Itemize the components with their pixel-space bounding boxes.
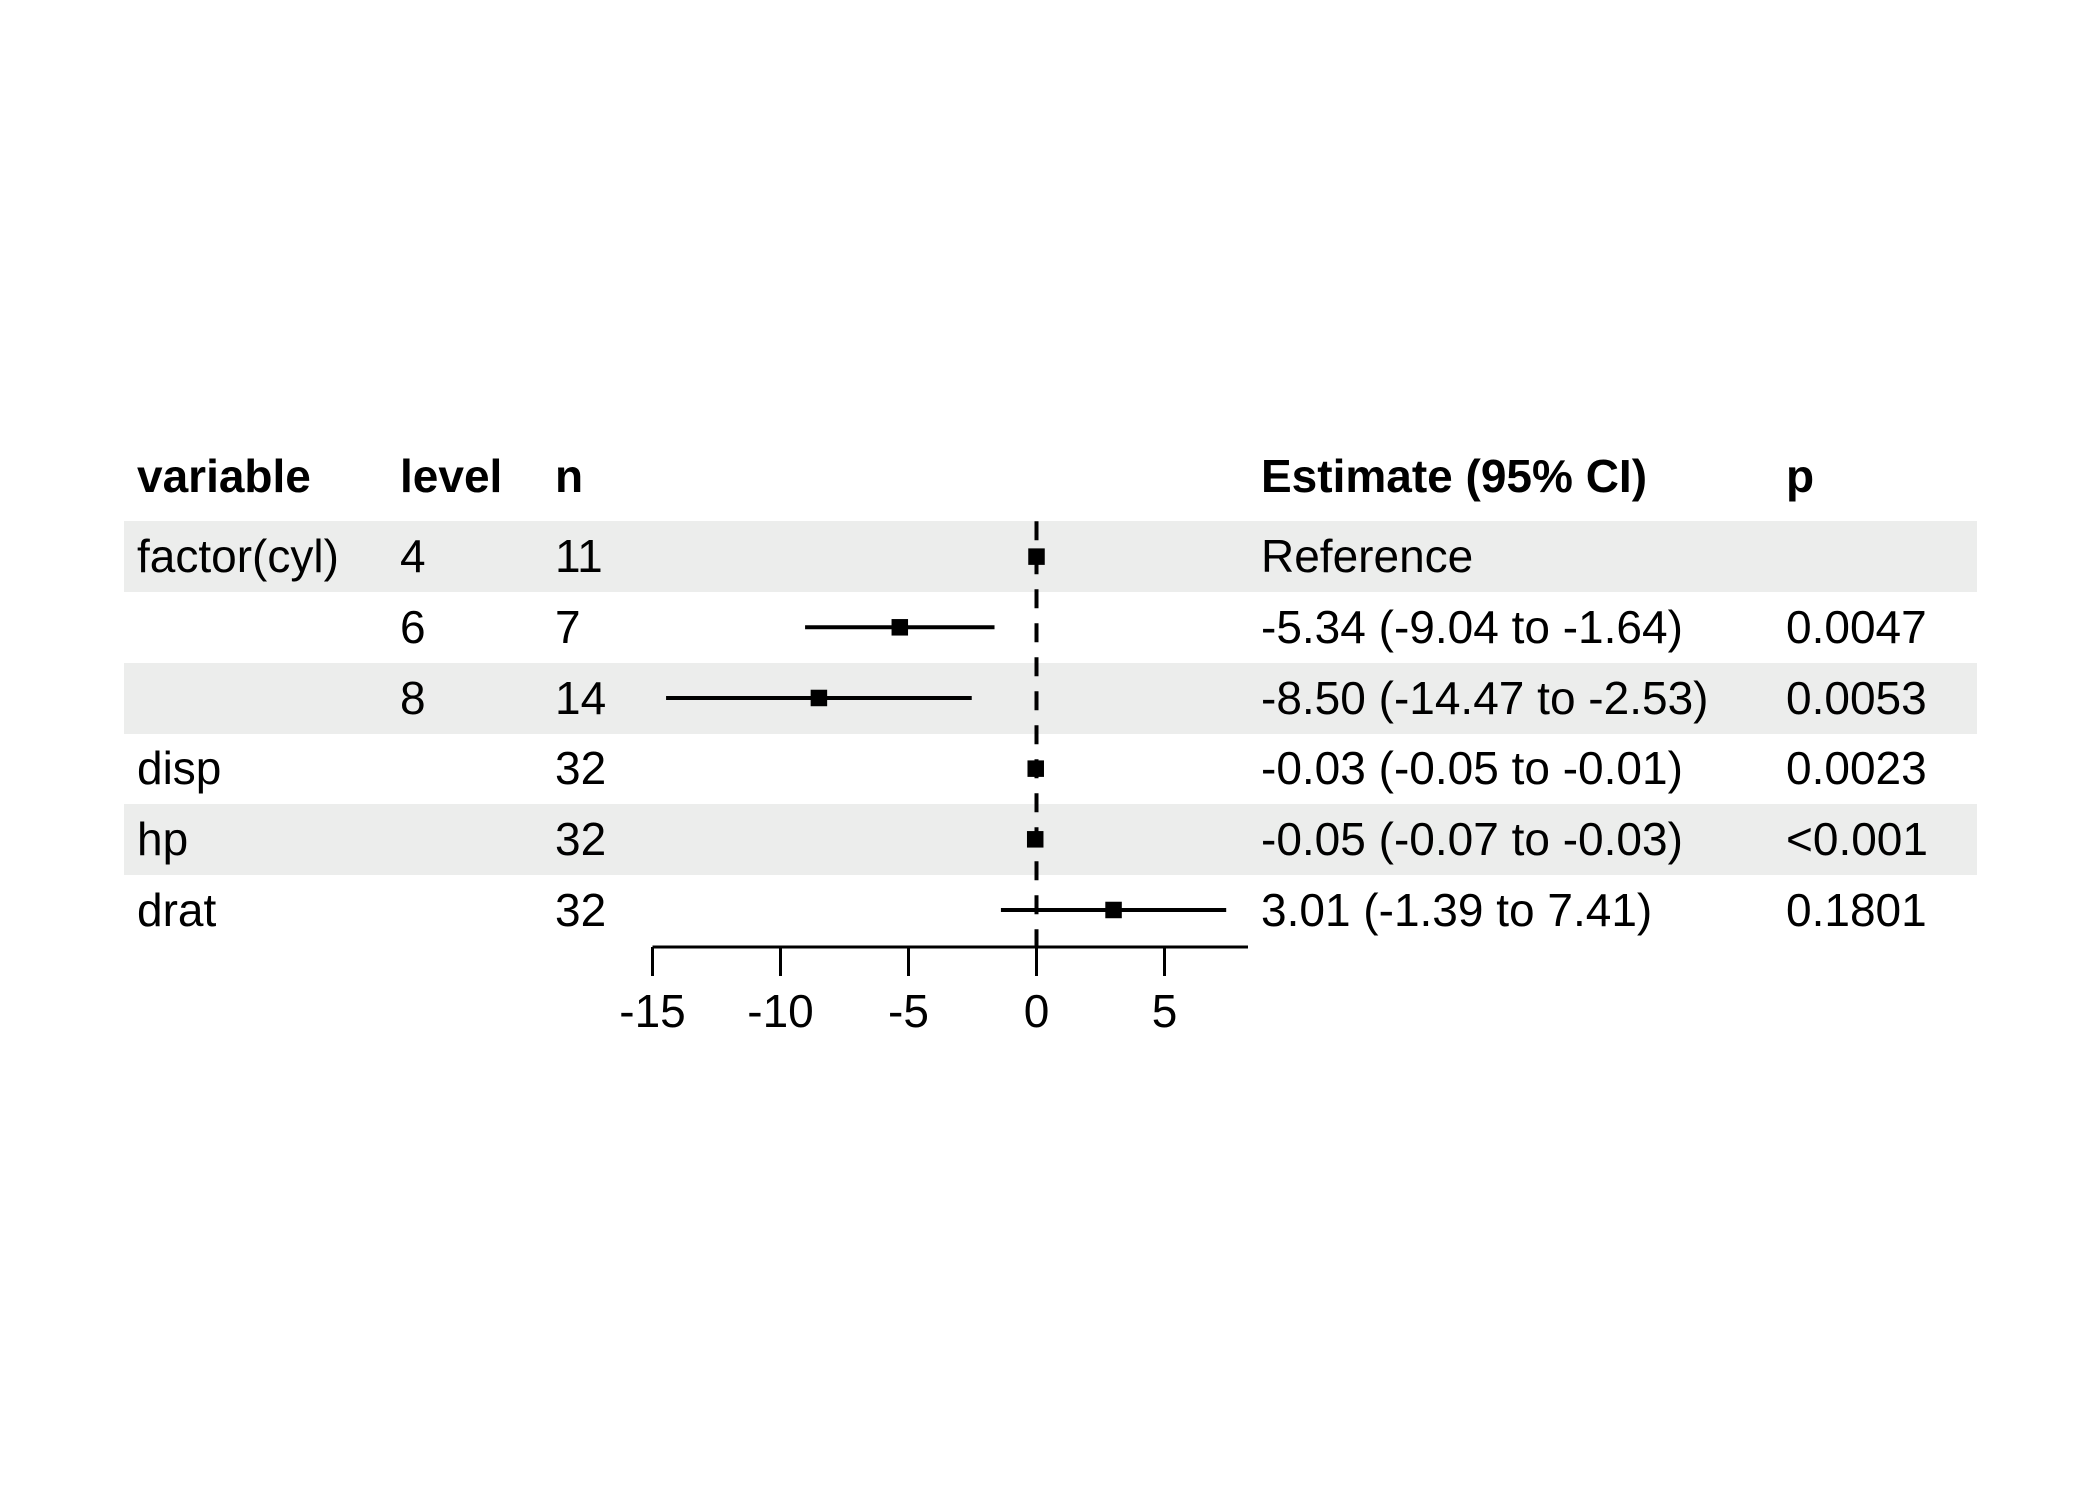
table-row: 6 7 -5.34 (-9.04 to -1.64) 0.0047: [124, 592, 1977, 663]
row-estimate: -5.34 (-9.04 to -1.64): [1261, 600, 1683, 653]
row-variable: factor(cyl): [137, 530, 339, 583]
table-row: 8 14 -8.50 (-14.47 to -2.53) 0.0053: [124, 662, 1977, 734]
row-estimate: -0.03 (-0.05 to -0.01): [1261, 742, 1683, 795]
x-axis-tick-label: 5: [1152, 985, 1178, 1037]
row-n: 11: [555, 530, 603, 583]
row-p-value: 0.0047: [1786, 600, 1927, 653]
row-level: 8: [400, 671, 426, 724]
row-n: 32: [555, 812, 607, 865]
row-n: 32: [555, 742, 607, 795]
x-axis-tick-label: -15: [619, 985, 685, 1037]
row-p-value: 0.0023: [1786, 742, 1927, 795]
row-n: 7: [555, 600, 581, 653]
x-axis-tick-label: -10: [747, 985, 813, 1037]
row-estimate: 3.01 (-1.39 to 7.41): [1261, 883, 1653, 936]
col-header-variable: variable: [137, 450, 311, 502]
col-header-p: p: [1786, 450, 1815, 502]
table-row: hp 32 -0.05 (-0.07 to -0.03) <0.001: [124, 803, 1977, 875]
row-p-value: 0.1801: [1786, 883, 1927, 936]
table-row: factor(cyl) 4 11 Reference: [124, 521, 1977, 593]
row-n: 14: [555, 671, 607, 724]
row-estimate: -0.05 (-0.07 to -0.03): [1261, 812, 1683, 865]
row-p-value: <0.001: [1786, 812, 1928, 865]
table-row: disp 32 -0.03 (-0.05 to -0.01) 0.0023: [124, 733, 1977, 804]
table-row: drat 32 3.01 (-1.39 to 7.41) 0.1801: [124, 875, 1977, 946]
col-header-level: level: [400, 450, 503, 502]
x-axis-tick-label: 0: [1024, 985, 1050, 1037]
row-level: 6: [400, 600, 426, 653]
row-level: 4: [400, 530, 426, 583]
row-estimate: -8.50 (-14.47 to -2.53): [1261, 671, 1709, 724]
row-variable: hp: [137, 812, 189, 865]
x-axis-tick-label: -5: [888, 985, 929, 1037]
row-n: 32: [555, 883, 607, 936]
row-variable: disp: [137, 742, 222, 795]
row-variable: drat: [137, 883, 217, 936]
row-estimate: Reference: [1261, 530, 1474, 583]
row-p-value: 0.0053: [1786, 671, 1927, 724]
col-header-n: n: [555, 450, 584, 502]
col-header-estimate: Estimate (95% CI): [1261, 450, 1648, 502]
